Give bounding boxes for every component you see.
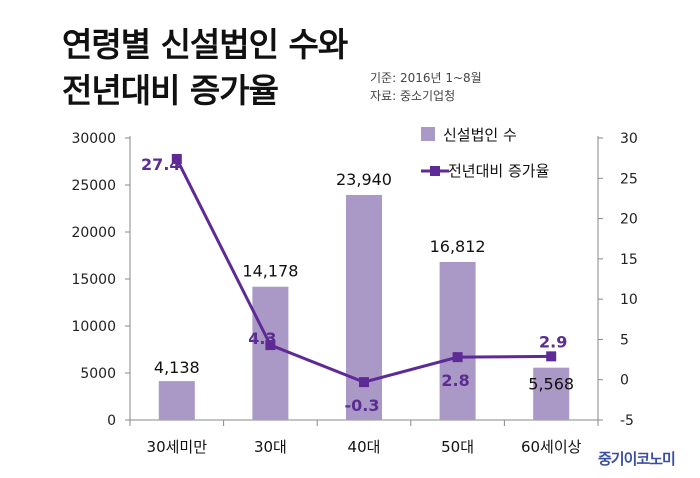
legend-bar-swatch xyxy=(421,127,435,141)
bar-value-label: 4,138 xyxy=(154,358,200,377)
left-tick-label: 0 xyxy=(107,413,116,429)
right-tick-label: 30 xyxy=(620,131,638,147)
line-value-label: 4.3 xyxy=(248,329,276,348)
category-label: 60세이상 xyxy=(521,438,582,456)
left-tick-label: 15000 xyxy=(71,272,116,288)
bar xyxy=(158,381,195,420)
category-label: 40대 xyxy=(348,438,381,456)
right-tick-label: 5 xyxy=(620,332,629,348)
left-tick-label: 30000 xyxy=(71,131,116,147)
line-point xyxy=(171,153,182,164)
legend-bar-label: 신설법인 수 xyxy=(443,126,517,144)
category-label: 50대 xyxy=(441,438,474,456)
left-tick-label: 25000 xyxy=(71,178,116,194)
chart-title-line1: 연령별 신설법인 수와 xyxy=(62,25,348,64)
left-tick-label: 20000 xyxy=(71,225,116,241)
bar-value-label: 16,812 xyxy=(430,237,486,256)
right-tick-label: 10 xyxy=(620,292,638,308)
right-tick-label: 25 xyxy=(620,171,638,187)
bar xyxy=(439,261,476,420)
right-tick-label: 0 xyxy=(620,373,629,389)
line-value-label: 2.8 xyxy=(441,371,469,390)
line-value-label: 27.4 xyxy=(141,155,180,174)
right-tick-label: -5 xyxy=(620,413,634,429)
bar xyxy=(252,286,289,420)
period-note: 기준: 2016년 1~8월 xyxy=(370,71,482,85)
category-label: 30대 xyxy=(254,438,287,456)
legend-line-label: 전년대비 증가율 xyxy=(448,162,549,180)
left-tick-label: 5000 xyxy=(80,366,116,382)
bar xyxy=(533,367,570,420)
line-point xyxy=(546,351,557,362)
chart-title-line2: 전년대비 증가율 xyxy=(62,71,279,110)
line-value-label: -0.3 xyxy=(345,396,380,415)
line-point xyxy=(359,377,369,388)
bar-value-label: 5,568 xyxy=(528,375,574,394)
bar-value-label: 23,940 xyxy=(336,170,392,189)
left-tick-label: 10000 xyxy=(71,319,116,335)
right-tick-label: 20 xyxy=(620,212,638,228)
source-note: 자료: 중소기업청 xyxy=(370,89,456,103)
category-label: 30세미만 xyxy=(147,438,208,456)
line-value-label: 2.9 xyxy=(539,332,567,351)
legend-line-marker xyxy=(430,166,440,176)
line-point xyxy=(452,352,463,363)
right-tick-label: 15 xyxy=(620,252,638,268)
line-point xyxy=(265,340,276,351)
bar-value-label: 14,178 xyxy=(242,262,298,281)
brand-logo: 중기이코노미 xyxy=(598,450,676,468)
